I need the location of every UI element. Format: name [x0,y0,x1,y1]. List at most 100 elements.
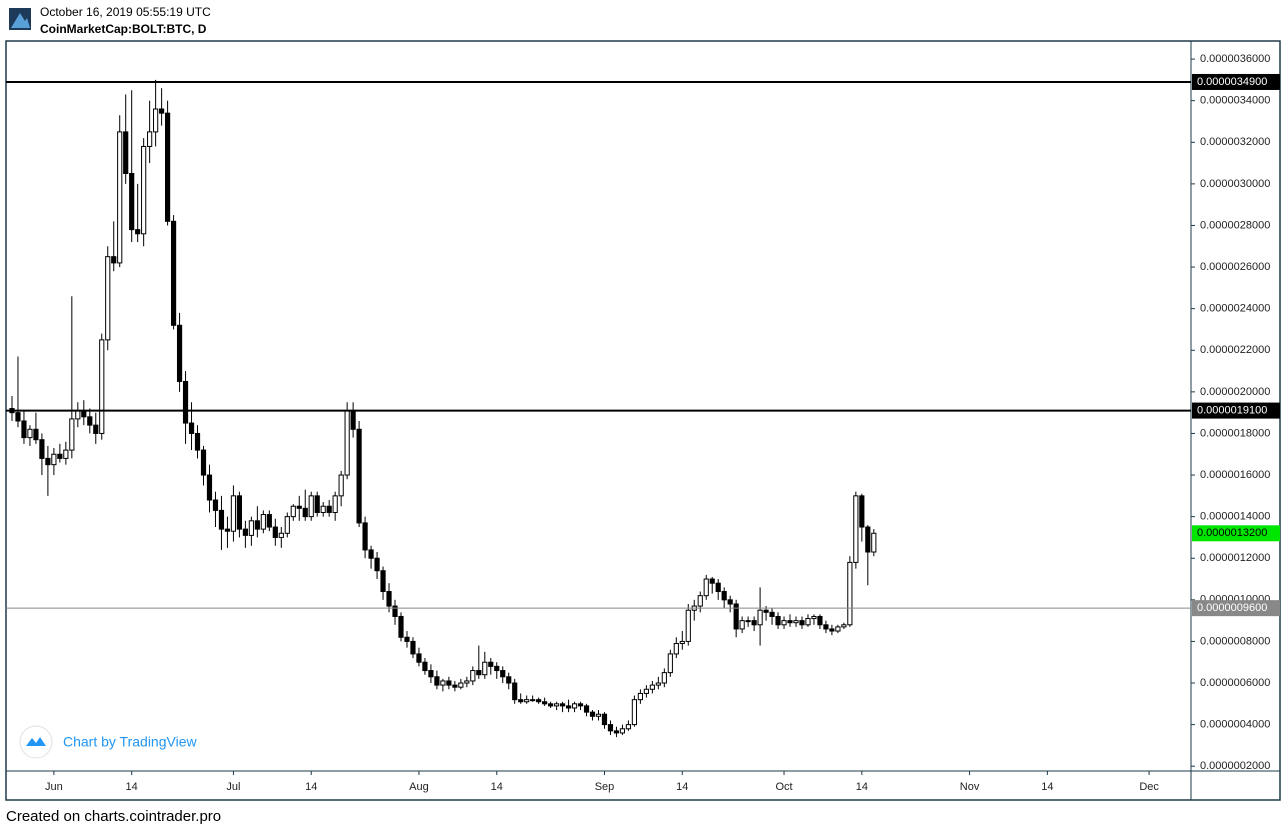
candle-body [661,672,667,684]
candle-body [368,549,374,559]
x-tick-label: 14 [491,781,503,793]
candle-body [302,507,308,518]
candle-body [182,380,189,424]
candle-body [727,599,733,605]
x-tick-label: 14 [1041,781,1053,793]
y-tick-label: 0.0000028000 [1200,219,1270,231]
candle-body [362,522,368,551]
candle-body [811,615,817,620]
candle-body [458,682,464,688]
last-price-tag [1192,525,1280,542]
candle-body [548,703,554,707]
candle-body [583,705,590,713]
candle-body [57,453,63,459]
candle-body [105,256,111,341]
candle-body [847,561,853,626]
candle-body [835,626,841,632]
candle-body [745,620,751,623]
candle-body [859,495,865,528]
candle-body [655,682,661,686]
candle-body [87,416,93,426]
candle-body [865,526,871,553]
candle-body [278,532,284,538]
price-line-label: 0.0000009600 [1197,602,1267,614]
candle-body [117,131,123,264]
candle-body [428,670,434,678]
candle-body [805,618,811,626]
candle-body [434,676,440,686]
candle-body [422,661,428,672]
candle-body [129,172,135,231]
y-tick-label: 0.0000012000 [1200,552,1270,564]
candle-body [829,628,835,632]
candle-body [787,620,793,624]
y-tick-label: 0.0000036000 [1200,53,1270,65]
candle-body [559,703,566,707]
candle-body [99,339,105,434]
candle-body [266,514,272,528]
watermark-text[interactable]: Chart by TradingView [63,734,197,750]
candle-body [715,582,721,593]
x-tick-label: Jul [226,781,240,793]
candle-body [817,615,823,626]
candle-body [470,670,476,682]
candle-body [667,653,673,674]
candle-body [607,724,614,732]
candle-body [242,528,248,536]
watermark[interactable]: Chart by TradingView [19,725,197,759]
y-tick-label: 0.0000024000 [1200,303,1270,315]
y-tick-label: 0.0000002000 [1200,760,1270,772]
candle-body [212,499,219,511]
price-line-tag [1192,402,1280,419]
candle-body [141,145,147,235]
candle-body [643,688,649,694]
candle-body [338,474,344,497]
candle-body [853,495,859,563]
candle-body [380,570,386,593]
candle-body [757,609,763,626]
watermark-icon [26,737,46,746]
candle-body [524,699,530,703]
x-tick-label: Jun [45,781,63,793]
candle-body [260,514,266,530]
candle-body [254,520,260,530]
candle-body [135,229,141,235]
logo [9,8,31,30]
candle-body [188,422,195,434]
y-tick-label: 0.0000006000 [1200,677,1270,689]
y-tick-label: 0.0000030000 [1200,178,1270,190]
y-tick-label: 0.0000026000 [1200,261,1270,273]
candle-body [494,665,500,672]
candle-body [769,611,775,617]
x-tick-label: 14 [126,781,138,793]
candle-body [763,609,769,613]
candle-body [176,324,183,382]
candle-body [506,676,512,684]
y-tick-label: 0.0000016000 [1200,469,1270,481]
candle-body [164,112,171,222]
y-tick-label: 0.0000018000 [1200,427,1270,439]
candle-body [565,705,572,709]
candle-body [33,428,39,441]
candle-body [536,699,542,703]
candle-body [45,457,51,466]
candle-body [224,528,231,532]
candle-body [75,410,81,420]
candle-body [673,643,679,655]
candle-body [326,505,332,513]
candle-body [27,428,33,439]
candle-body [577,703,584,707]
candle-body [530,699,536,702]
candle-body [147,131,153,147]
candle-body [739,620,745,630]
candle-body [15,412,21,422]
candle-body [296,505,302,509]
candle-body [123,131,129,174]
candle-body [69,418,75,451]
x-tick-label: Dec [1139,781,1159,793]
candle-body [159,108,165,114]
candle-body [284,516,290,534]
price-line-tag [1192,73,1280,90]
candle-body [703,578,709,597]
x-tick-label: Aug [409,781,429,793]
